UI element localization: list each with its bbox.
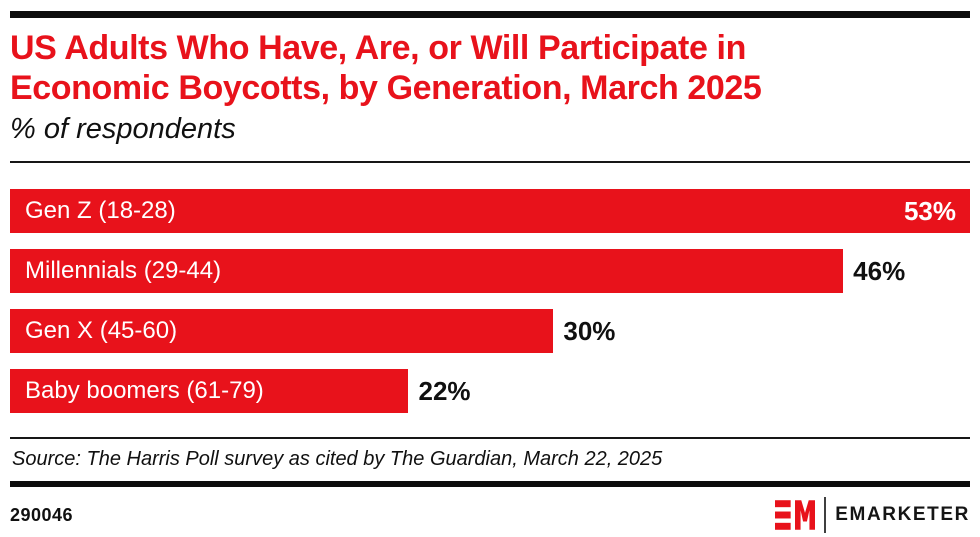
bar-category-label: Gen Z (18-28) (25, 197, 176, 224)
emarketer-logo: EMARKETER (775, 497, 970, 533)
bottom-border-bar (10, 481, 970, 487)
chart-subtitle: % of respondents (10, 113, 236, 145)
bar-category-label: Millennials (29-44) (25, 257, 222, 284)
chart-id: 290046 (10, 504, 74, 525)
bar-row: Baby boomers (61-79) 22% (10, 369, 970, 413)
logo-divider (824, 497, 827, 533)
divider-above-source (10, 437, 970, 439)
bar-row: Millennials (29-44) 46% (10, 249, 970, 293)
bar: Millennials (29-44) (10, 249, 844, 293)
bar-value-label: 22% (418, 375, 471, 406)
brand-name: EMARKETER (835, 504, 970, 525)
bar-category-label: Baby boomers (61-79) (25, 377, 264, 404)
bar: Gen X (45-60) (10, 309, 554, 353)
chart-title: US Adults Who Have, Are, or Will Partici… (10, 28, 970, 108)
chart-title-line2: Economic Boycotts, by Generation, March … (10, 69, 762, 107)
bar: Gen Z (18-28) 53% (10, 189, 970, 233)
bar-value-label: 30% (563, 315, 616, 346)
emarketer-monogram-icon (775, 500, 816, 530)
top-border-bar (10, 11, 970, 18)
divider-under-subtitle (10, 161, 970, 163)
source-note: Source: The Harris Poll survey as cited … (12, 448, 663, 470)
chart-title-line1: US Adults Who Have, Are, or Will Partici… (10, 29, 746, 67)
footer: 290046 EMARKETER (10, 494, 970, 536)
bar-value-label: 46% (853, 255, 906, 286)
bar-category-label: Gen X (45-60) (25, 317, 178, 344)
bar-row: Gen Z (18-28) 53% (10, 189, 970, 233)
bar-chart: Gen Z (18-28) 53% Millennials (29-44) 46% Ge… (10, 189, 970, 413)
bar-value-label: 53% (903, 195, 956, 226)
bar-row: Gen X (45-60) 30% (10, 309, 970, 353)
bar: Baby boomers (61-79) (10, 369, 409, 413)
